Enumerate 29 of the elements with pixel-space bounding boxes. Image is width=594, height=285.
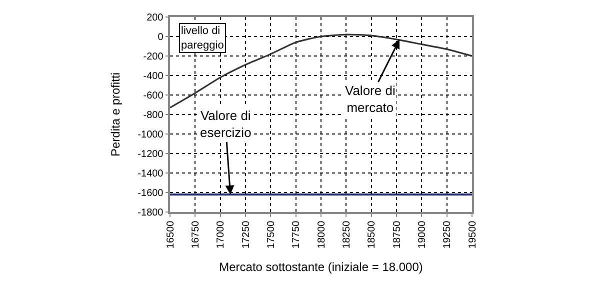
y-tick-label: -1200 xyxy=(138,149,164,160)
annotation: Valore di esercizio xyxy=(200,108,252,140)
y-tick-label: -600 xyxy=(143,90,164,102)
x-tick-label: 19500 xyxy=(467,220,478,249)
x-tick-label: 18500 xyxy=(366,220,378,249)
y-tick-label: 0 xyxy=(158,32,164,43)
y-tick-label: -1800 xyxy=(138,208,164,218)
x-tick-label: 16500 xyxy=(165,220,176,249)
y-tick-label: -200 xyxy=(143,52,164,62)
y-tick-label: -400 xyxy=(143,71,164,82)
x-axis-title: Mercato sottostante (iniziale = 18.000) xyxy=(219,260,423,274)
x-tick-label: 17250 xyxy=(240,220,252,249)
x-tick-label: 17500 xyxy=(266,220,277,249)
annotation: livello di pareggio xyxy=(181,25,224,52)
x-tick-label: 18250 xyxy=(341,220,352,249)
x-tick-label: 16750 xyxy=(190,220,202,249)
x-tick-label: 19000 xyxy=(416,220,428,249)
y-tick-label: -1000 xyxy=(138,130,164,140)
y-tick-label: -1400 xyxy=(138,168,164,180)
x-tick-label: 17000 xyxy=(216,220,227,249)
annotation: Valore di mercato xyxy=(345,83,396,115)
x-tick-label: 17750 xyxy=(291,220,302,249)
y-tick-label: -800 xyxy=(143,110,164,121)
y-axis-title: Perdita e profitti xyxy=(108,72,122,157)
x-tick-label: 18750 xyxy=(392,220,403,249)
x-tick-label: 19250 xyxy=(442,220,454,249)
y-tick-label: -1600 xyxy=(138,188,164,199)
y-tick-label: 200 xyxy=(146,12,164,24)
x-tick-label: 18000 xyxy=(316,220,328,249)
